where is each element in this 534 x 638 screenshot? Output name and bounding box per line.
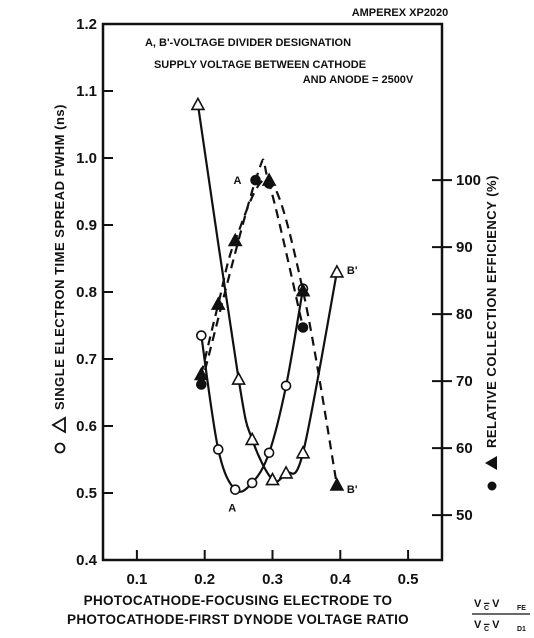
series-point-0 bbox=[196, 330, 207, 341]
header-note-3: AND ANODE = 2500V bbox=[303, 74, 414, 86]
right-y-tick-label: 100 bbox=[456, 172, 481, 189]
left-y-tick-label: 1.0 bbox=[76, 150, 97, 167]
series-point-3 bbox=[295, 282, 311, 297]
x-axis: 0.1 0.2 0.3 0.4 0.5 bbox=[126, 550, 419, 588]
left-y-tick-label: 0.9 bbox=[76, 217, 97, 234]
legend-open-circle-icon bbox=[54, 442, 66, 454]
series-point-0 bbox=[212, 444, 224, 455]
series-point-3 bbox=[227, 232, 243, 247]
right-y-axis: 50 60 70 80 90 100 bbox=[432, 172, 481, 524]
series-label-1: B' bbox=[347, 265, 358, 277]
right-y-tick-label: 50 bbox=[456, 507, 473, 524]
x-tick-label: 0.4 bbox=[330, 571, 352, 588]
left-y-tick-label: 0.7 bbox=[76, 351, 97, 368]
left-y-tick-label: 1.1 bbox=[76, 83, 97, 100]
legend-open-triangle-icon bbox=[51, 416, 66, 434]
x-tick-label: 0.5 bbox=[398, 571, 419, 588]
series-point-0 bbox=[280, 380, 292, 392]
series-point-2 bbox=[297, 322, 309, 333]
legend-filled-triangle-icon bbox=[485, 456, 497, 470]
series-label-0: A bbox=[228, 503, 236, 515]
left-y-tick-label: 0.5 bbox=[76, 485, 97, 502]
series-point-3 bbox=[261, 172, 277, 186]
series-point-1 bbox=[244, 431, 260, 446]
left-y-label: SINGLE ELECTRON TIME SPREAD FWHM (ns) bbox=[52, 104, 67, 410]
series-point-3 bbox=[193, 366, 209, 381]
fraction-denominator-sub-c: C bbox=[484, 626, 489, 633]
series-point-1 bbox=[329, 264, 345, 278]
x-label-line-1: PHOTOCATHODE-FOCUSING ELECTRODE TO bbox=[84, 593, 393, 608]
x-tick-label: 0.3 bbox=[262, 571, 283, 588]
right-y-label-group: RELATIVE COLLECTION EFFICIENCY (%) bbox=[484, 175, 499, 491]
series-label-3: B' bbox=[347, 484, 358, 496]
fraction-denominator: V − V bbox=[474, 619, 500, 631]
right-y-label: RELATIVE COLLECTION EFFICIENCY (%) bbox=[484, 175, 499, 448]
header-note-2: SUPPLY VOLTAGE BETWEEN CATHODE bbox=[154, 59, 366, 71]
series-point-3 bbox=[329, 477, 345, 491]
fraction-denominator-sub-d1: D1 bbox=[517, 626, 526, 633]
series-point-1 bbox=[295, 445, 311, 459]
series-point-0 bbox=[229, 484, 241, 495]
right-y-tick-label: 90 bbox=[456, 239, 473, 256]
right-y-tick-label: 60 bbox=[456, 440, 473, 457]
x-tick-label: 0.1 bbox=[126, 571, 147, 588]
left-y-axis: 0.4 0.5 0.6 0.7 0.8 0.9 1.0 1.1 1.2 bbox=[76, 16, 113, 569]
series-point-2 bbox=[250, 174, 261, 186]
x-label-line-2: PHOTOCATHODE-FIRST DYNODE VOLTAGE RATIO bbox=[67, 612, 409, 627]
series-label-2: A bbox=[234, 175, 242, 187]
series-point-3 bbox=[210, 296, 226, 310]
series-line-2 bbox=[200, 158, 305, 385]
left-y-label-group: SINGLE ELECTRON TIME SPREAD FWHM (ns) bbox=[51, 104, 67, 454]
series-point-0 bbox=[263, 447, 275, 459]
series-point-0 bbox=[246, 477, 258, 489]
left-y-tick-label: 0.8 bbox=[76, 284, 97, 301]
series-layer: A B' A B' bbox=[190, 96, 358, 515]
left-y-tick-label: 0.6 bbox=[76, 418, 97, 435]
series-line-1 bbox=[196, 104, 338, 483]
header-note-1: A, B'-VOLTAGE DIVIDER DESIGNATION bbox=[145, 37, 351, 49]
fraction-numerator-sub-c: C bbox=[484, 605, 489, 612]
x-tick-label: 0.2 bbox=[194, 571, 215, 588]
left-y-tick-label: 0.4 bbox=[76, 552, 98, 569]
series-line-3 bbox=[200, 178, 338, 486]
series-point-1 bbox=[278, 465, 294, 479]
header-model: AMPEREX XP2020 bbox=[352, 7, 449, 19]
left-y-tick-label: 1.2 bbox=[76, 16, 97, 33]
right-y-tick-label: 80 bbox=[456, 306, 473, 323]
legend-filled-circle-icon bbox=[487, 481, 497, 491]
series-point-1 bbox=[231, 371, 246, 385]
x-label-fraction: V − V C FE V − V C D1 bbox=[472, 598, 530, 633]
fraction-numerator: V − V bbox=[474, 598, 500, 610]
series-point-1 bbox=[265, 471, 280, 486]
fraction-numerator-sub-fe: FE bbox=[517, 605, 526, 612]
series-point-2 bbox=[196, 379, 207, 390]
series-point-1 bbox=[190, 96, 206, 111]
right-y-tick-label: 70 bbox=[456, 373, 473, 390]
